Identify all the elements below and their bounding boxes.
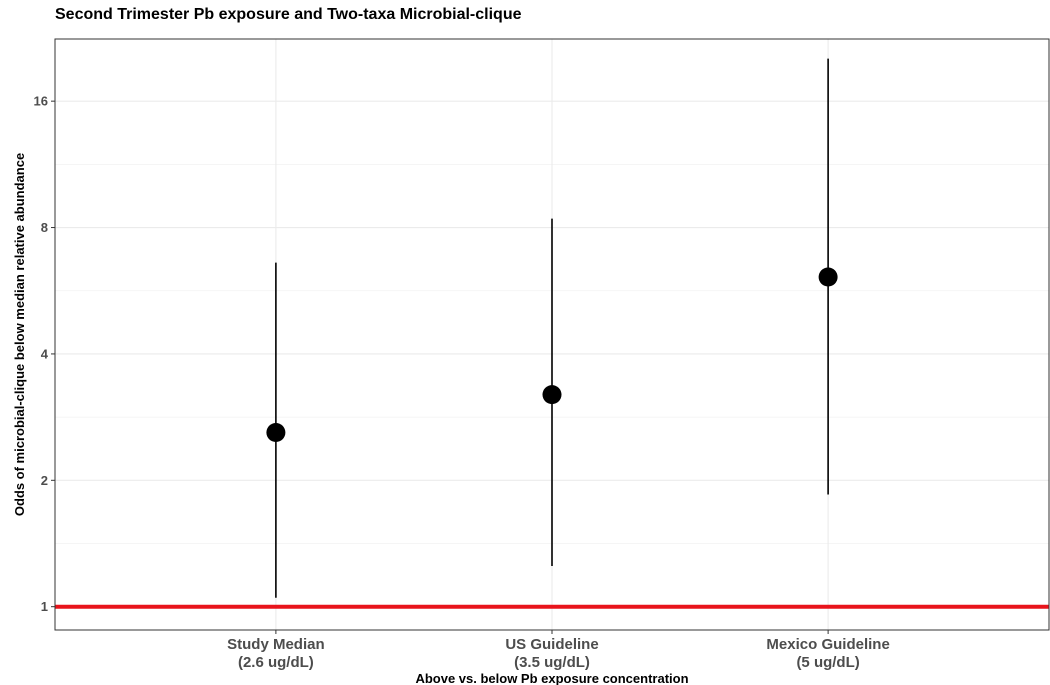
x-tick-label: Mexico Guideline xyxy=(766,636,889,653)
y-axis-title: Odds of microbial-clique below median re… xyxy=(12,153,27,516)
y-axis-ticks: 1 2 4 8 16 xyxy=(34,94,55,614)
y-tick-label: 8 xyxy=(41,220,48,235)
point-estimate xyxy=(266,422,286,442)
x-tick-sublabel: (3.5 ug/dL) xyxy=(514,654,590,671)
point-estimate xyxy=(542,385,562,405)
x-tick-label: US Guideline xyxy=(505,636,598,653)
chart-title: Second Trimester Pb exposure and Two-tax… xyxy=(55,6,522,23)
y-tick-label: 16 xyxy=(34,94,48,109)
x-tick-sublabel: (2.6 ug/dL) xyxy=(238,654,314,671)
x-axis-title: Above vs. below Pb exposure concentratio… xyxy=(415,671,688,685)
x-tick-sublabel: (5 ug/dL) xyxy=(796,654,859,671)
x-axis-ticks: Study Median(2.6 ug/dL) US Guideline(3.5 … xyxy=(227,630,890,671)
y-tick-label: 1 xyxy=(41,599,48,614)
x-tick-label: Study Median xyxy=(227,636,325,653)
y-tick-label: 2 xyxy=(41,473,48,488)
point-estimates xyxy=(266,267,838,442)
point-estimate xyxy=(818,267,838,287)
y-tick-label: 4 xyxy=(41,346,49,361)
